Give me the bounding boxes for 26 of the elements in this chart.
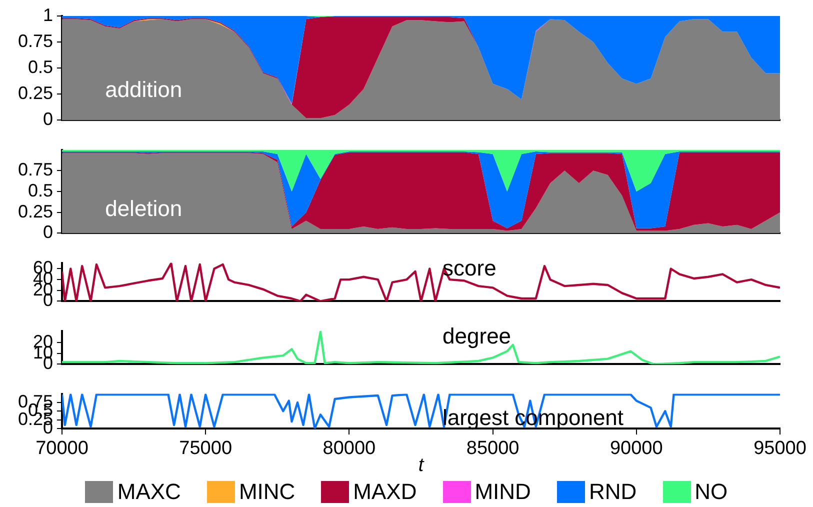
- annotation: deletion: [105, 196, 182, 221]
- legend-label: MAXD: [353, 479, 417, 505]
- legend-label: MAXC: [117, 479, 181, 505]
- y-tick-label: 1: [42, 4, 53, 25]
- legend-label: MIND: [474, 479, 531, 505]
- x-axis-title: t: [418, 454, 424, 476]
- y-tick-label: 0.75: [18, 31, 53, 52]
- y-tick-label: 0: [42, 222, 53, 242]
- x-tick-label: 70000: [36, 438, 88, 460]
- annotation: score: [442, 255, 496, 280]
- x-tick-label: 80000: [322, 438, 376, 460]
- legend-label: MINC: [238, 479, 296, 505]
- y-tick-label: 0.5: [28, 57, 53, 78]
- y-tick-label: 0: [42, 109, 53, 130]
- y-tick-label: 0.5: [28, 180, 53, 200]
- x-tick-label: 90000: [610, 438, 663, 460]
- y-tick-label: 0.25: [18, 201, 53, 222]
- legend-label: NO: [694, 479, 728, 505]
- x-tick-label: 85000: [466, 438, 520, 460]
- y-tick-label: 0.75: [18, 160, 53, 180]
- annotation: addition: [105, 77, 182, 102]
- x-tick-label: 95000: [754, 438, 806, 460]
- annotation: degree: [442, 324, 512, 349]
- x-tick-label: 75000: [179, 438, 232, 460]
- legend-label: RND: [588, 479, 637, 505]
- y-tick-label: 0.25: [18, 83, 53, 104]
